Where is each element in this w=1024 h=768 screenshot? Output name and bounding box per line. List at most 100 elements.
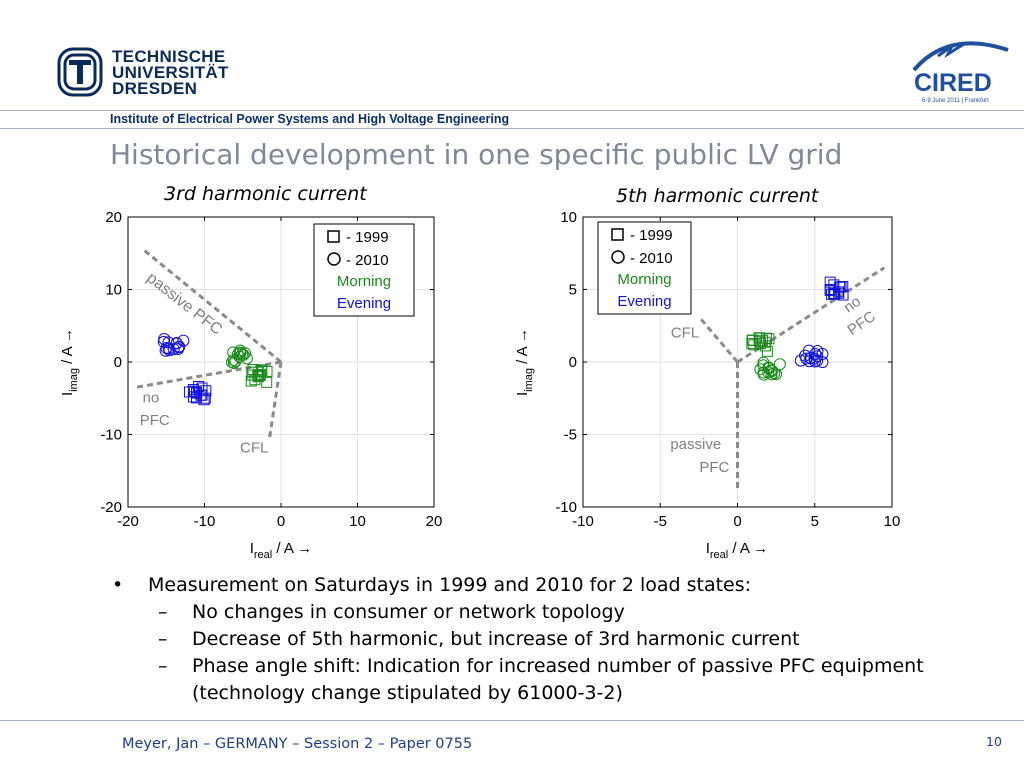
- header-divider-top: [0, 110, 1024, 111]
- x-axis-label: Ireal / A →: [706, 540, 769, 561]
- legend-entry: - 1999: [630, 227, 673, 244]
- university-name-line-2: UNIVERSITÄT: [112, 63, 229, 82]
- annotation-label: CFL: [240, 440, 268, 457]
- conference-logo: CIRED 6-9 June 2011 | Frankfurt: [908, 36, 1012, 108]
- legend-entry: Evening: [337, 295, 391, 312]
- legend-square-icon: [327, 230, 340, 243]
- x-tick-label: -20: [117, 513, 139, 530]
- bullet-sub-3-text: Phase angle shift: Indication for increa…: [192, 655, 924, 704]
- data-point-circle: [809, 347, 822, 360]
- annotation-label: PFC: [699, 459, 729, 476]
- annotation-label: no: [143, 390, 160, 407]
- data-point-square: [759, 340, 771, 352]
- conference-logo-graphic: CIRED 6-9 June 2011 | Frankfurt: [912, 41, 1009, 104]
- bullet-dot-icon: •: [112, 574, 124, 596]
- data-point-square: [753, 332, 765, 344]
- footer-citation: Meyer, Jan – GERMANY – Session 2 – Paper…: [122, 736, 473, 752]
- y-tick-label: 5: [569, 282, 577, 299]
- data-point-circle: [808, 355, 821, 368]
- data-point-circle: [229, 355, 242, 368]
- bullet-sub-1: – No changes in consumer or network topo…: [112, 599, 1012, 626]
- bullet-sub-2-text: Decrease of 5th harmonic, but increase o…: [192, 628, 800, 650]
- bullet-list: • Measurement on Saturdays in 1999 and 2…: [112, 572, 1012, 707]
- annotation-label: passive: [670, 436, 721, 453]
- data-point-circle: [811, 350, 824, 363]
- university-shield-icon: [57, 47, 103, 97]
- data-point-circle: [766, 365, 779, 378]
- legend-square-icon: [611, 228, 624, 241]
- y-tick-label: 10: [560, 209, 577, 226]
- legend-entry: Evening: [617, 293, 671, 310]
- y-tick-label: -5: [564, 427, 577, 444]
- data-point-square: [824, 284, 836, 296]
- legend: - 1999 - 2010 Morning Evening: [313, 223, 415, 317]
- legend-circle-icon: [327, 252, 341, 266]
- data-point-circle: [225, 356, 238, 369]
- x-tick-label: -5: [654, 513, 667, 530]
- data-point-square: [829, 287, 841, 299]
- data-point-square: [837, 289, 849, 301]
- annotation-label: PFC: [140, 412, 170, 429]
- annotation-label: CFL: [671, 324, 699, 341]
- y-tick-label: 0: [569, 354, 577, 371]
- legend-entry: Morning: [617, 271, 671, 288]
- data-point-circle: [773, 358, 786, 371]
- y-tick-label: -10: [100, 427, 122, 444]
- legend-box: [597, 221, 692, 315]
- data-point-square: [824, 276, 836, 288]
- annotation-label: no: [841, 293, 864, 316]
- x-tick-label: 0: [277, 513, 285, 530]
- chart-title-3rd-harmonic: 3rd harmonic current: [164, 183, 367, 205]
- y-tick-label: 10: [105, 282, 122, 299]
- chart-title-5th-harmonic: 5th harmonic current: [616, 185, 819, 207]
- data-point-square: [261, 365, 273, 377]
- legend-box: [313, 223, 415, 317]
- x-tick-label: 0: [733, 513, 741, 530]
- data-point-circle: [158, 333, 171, 346]
- data-point-circle: [240, 352, 253, 365]
- legend: - 1999 - 2010 Morning Evening: [597, 221, 692, 315]
- x-tick-label: 20: [426, 513, 443, 530]
- data-point-square: [835, 281, 847, 293]
- bullet-main-text: Measurement on Saturdays in 1999 and 201…: [148, 574, 752, 596]
- bullet-sub-1-text: No changes in consumer or network topolo…: [192, 601, 625, 623]
- institute-name: Institute of Electrical Power Systems an…: [110, 112, 510, 126]
- data-point-circle: [172, 343, 185, 356]
- data-point-circle: [757, 356, 770, 369]
- guide-line: [699, 317, 739, 363]
- data-point-square: [261, 376, 273, 388]
- data-point-circle: [227, 346, 240, 359]
- conference-logo-text: CIRED: [914, 69, 992, 97]
- legend-entry: Morning: [337, 273, 391, 290]
- legend-circle-icon: [611, 250, 625, 264]
- y-axis-label: Iimag / A →: [514, 328, 535, 396]
- x-tick-label: 10: [349, 513, 366, 530]
- x-tick-label: 10: [884, 513, 901, 530]
- y-tick-label: -20: [100, 499, 122, 516]
- conference-logo-subtitle: 6-9 June 2011 | Frankfurt: [922, 98, 989, 104]
- data-point-circle: [236, 347, 249, 360]
- bullet-dash-icon: –: [158, 601, 168, 623]
- x-tick-label: -10: [194, 513, 216, 530]
- data-point-circle: [802, 344, 815, 357]
- annotation-label: passive PFC: [143, 269, 225, 338]
- data-point-circle: [167, 343, 180, 356]
- slide-title: Historical development in one specific p…: [110, 138, 843, 171]
- data-point-square: [254, 370, 266, 382]
- bullet-main: • Measurement on Saturdays in 1999 and 2…: [112, 572, 1012, 599]
- data-point-square: [196, 389, 208, 401]
- data-point-circle: [162, 342, 175, 355]
- bullet-sub-2: – Decrease of 5th harmonic, but increase…: [112, 626, 1012, 653]
- y-axis-label: Iimag / A →: [59, 328, 80, 396]
- data-point-square: [200, 385, 212, 397]
- logo-arc-icon: [912, 41, 1009, 72]
- university-logo: TECHNISCHE UNIVERSITÄT DRESDEN: [56, 44, 229, 100]
- footer-divider: [0, 720, 1024, 721]
- data-point-circle: [234, 344, 247, 357]
- data-point-circle: [227, 354, 240, 367]
- university-name-line-1: TECHNISCHE: [112, 47, 226, 66]
- data-point-square: [246, 369, 258, 381]
- guide-line: [736, 266, 886, 364]
- guide-line: [268, 361, 283, 439]
